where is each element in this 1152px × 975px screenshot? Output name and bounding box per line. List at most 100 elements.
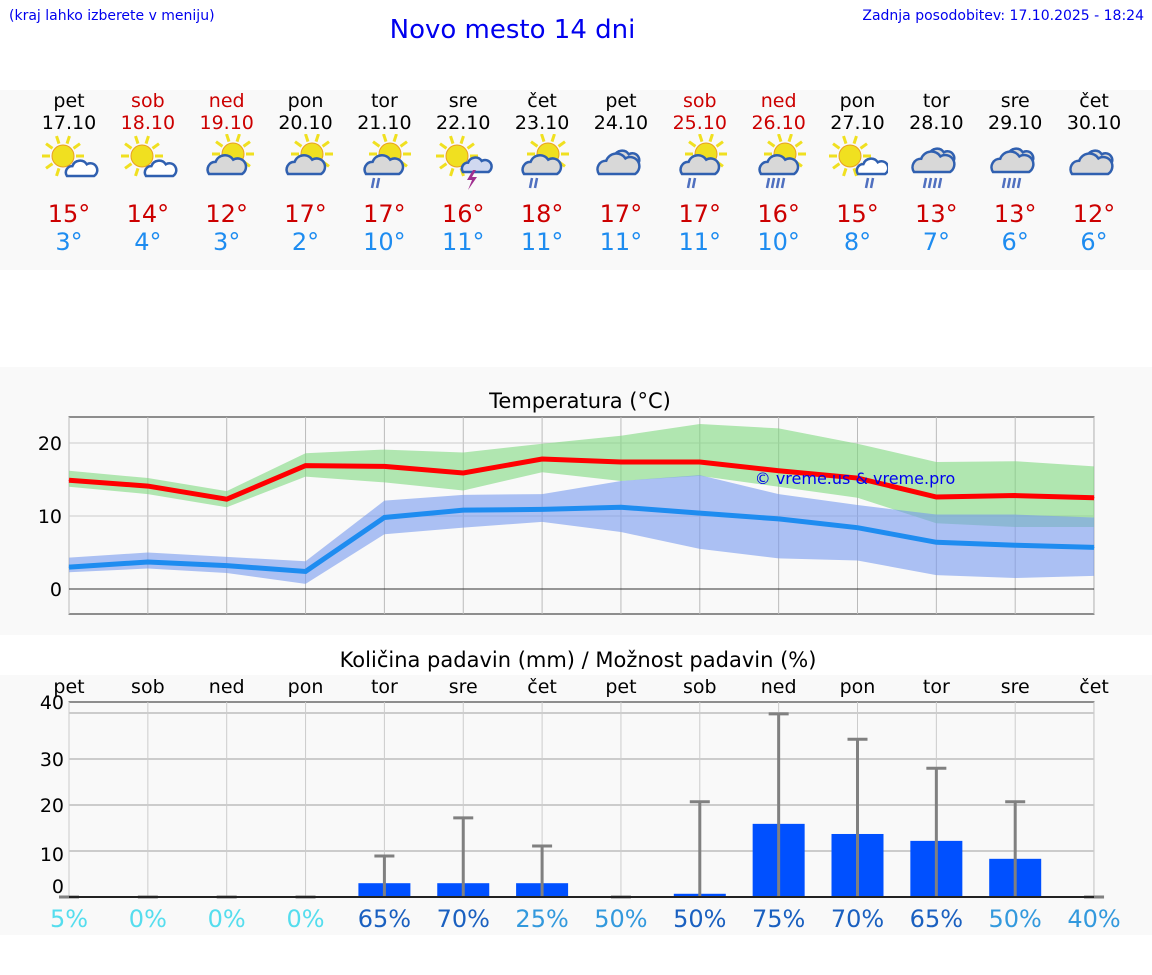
max-temp: 13° xyxy=(915,200,958,228)
min-point xyxy=(383,516,385,518)
weather-icon-wrap xyxy=(502,133,582,196)
sun-disc xyxy=(838,144,861,168)
min-temp: 6° xyxy=(1080,228,1108,256)
max-point xyxy=(1093,497,1095,499)
min-point xyxy=(147,561,149,563)
max-point xyxy=(68,479,70,481)
max-point xyxy=(226,498,228,500)
day-label: sob xyxy=(683,676,717,698)
day-name: ned xyxy=(760,90,797,112)
day-date: 25.10 xyxy=(672,112,727,134)
day-name: sob xyxy=(131,90,165,112)
sun-cloud-icon xyxy=(42,135,99,178)
raindrop xyxy=(1011,177,1017,189)
day-label: sre xyxy=(449,676,478,698)
day-forecast: čet 23.10 18° 11° xyxy=(502,90,582,256)
day-forecast: tor 28.10 13° 7° xyxy=(896,90,976,256)
sun-ray xyxy=(449,167,455,177)
day-label: pon xyxy=(288,676,324,698)
max-point xyxy=(620,461,622,463)
sun-disc xyxy=(51,144,75,168)
day-label: tor xyxy=(923,676,950,698)
day-name: ned xyxy=(208,90,245,112)
cloud xyxy=(911,150,956,174)
cloudy-icon xyxy=(596,149,641,176)
max-temp: 15° xyxy=(47,200,91,228)
sun-ray xyxy=(392,133,399,143)
day-label: pet xyxy=(53,676,84,698)
max-temp: 12° xyxy=(205,200,248,228)
raindrop xyxy=(765,177,770,189)
weather-icon-wrap xyxy=(266,133,346,196)
raindrop xyxy=(376,177,381,189)
y-tick-label: 20 xyxy=(40,795,64,817)
sun-ray xyxy=(697,133,704,143)
page-title: Novo mesto 14 dni xyxy=(389,15,636,45)
day-forecast: pet 17.10 15° 3° xyxy=(29,90,109,256)
min-temp: 8° xyxy=(843,228,872,256)
sun-ray xyxy=(530,140,539,148)
day-label: sre xyxy=(1001,676,1030,698)
cloud xyxy=(143,159,178,178)
precip-probability: 65% xyxy=(910,905,963,933)
sun-ray xyxy=(439,162,448,170)
day-name: sre xyxy=(1000,90,1030,112)
sun-ray xyxy=(214,140,224,148)
weather-icon-wrap xyxy=(1054,134,1134,196)
sun-ray xyxy=(540,133,546,143)
day-forecast: ned 26.10 16° 10° xyxy=(739,90,819,256)
day-date: 24.10 xyxy=(593,112,649,134)
min-point xyxy=(226,565,228,567)
weather-icon-wrap xyxy=(975,134,1055,196)
cloud xyxy=(679,154,720,176)
sun-ray xyxy=(794,140,803,148)
max-temp: 16° xyxy=(441,200,485,228)
cloud-sun-rain-icon xyxy=(363,133,412,189)
sun-ray xyxy=(766,140,776,148)
sun-ray xyxy=(708,133,714,143)
day-date: 19.10 xyxy=(199,112,254,134)
chart-title: Temperatura (°C) xyxy=(488,389,671,413)
max-temp: 15° xyxy=(836,200,879,228)
max-point xyxy=(1014,495,1016,497)
cloud xyxy=(855,157,889,176)
sun-ray xyxy=(715,140,724,148)
sun-ray xyxy=(439,142,448,150)
raindrop xyxy=(533,177,539,189)
cloud xyxy=(758,154,799,176)
max-range-band xyxy=(69,424,1095,527)
min-temp: 2° xyxy=(291,228,320,256)
day-forecast: sob 18.10 14° 4° xyxy=(108,90,188,256)
day-name: tor xyxy=(370,90,398,112)
cloud-sun-icon xyxy=(284,133,333,176)
weather-icon-wrap xyxy=(581,134,661,196)
sun-ray xyxy=(449,135,455,145)
min-temp: 11° xyxy=(678,228,722,256)
min-point xyxy=(857,527,858,529)
y-tick-label: 10 xyxy=(38,506,62,528)
max-point xyxy=(778,470,780,472)
sun-disc xyxy=(130,144,154,168)
cloud xyxy=(1069,152,1114,176)
precip-probability: 0% xyxy=(129,905,167,933)
min-point xyxy=(462,509,464,511)
daily-forecast: pet 17.10 15° 3° sob 18.10 14° 4° ned 19.1… xyxy=(0,90,1152,270)
weather-icon-wrap xyxy=(108,134,188,196)
y-tick-label: 20 xyxy=(38,433,62,455)
min-temp: 3° xyxy=(55,228,83,256)
day-forecast: pet 24.10 17° 11° xyxy=(581,90,661,256)
cloudy-icon xyxy=(1069,149,1114,176)
max-point xyxy=(383,465,385,467)
cloud-heavy-rain-icon xyxy=(911,147,956,189)
min-temp: 6° xyxy=(1001,228,1029,256)
day-name: sre xyxy=(448,90,478,112)
day-label: ned xyxy=(209,676,245,698)
cloud-sun-heavy-rain-icon xyxy=(758,133,806,189)
sun-ray xyxy=(372,140,381,148)
sun-ray xyxy=(787,133,793,143)
raindrop xyxy=(1006,177,1012,189)
y-tick-label: 40 xyxy=(40,692,64,714)
weather-icon-wrap xyxy=(818,134,898,196)
sun-ray xyxy=(242,140,251,148)
sun-ray xyxy=(151,142,160,150)
